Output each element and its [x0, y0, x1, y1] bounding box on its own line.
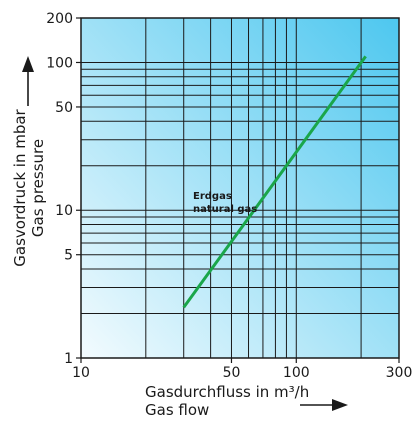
plot-border: [80, 17, 400, 359]
x-tick-label: 300: [386, 365, 413, 381]
y-tick-label: 5: [64, 248, 73, 264]
x-axis-ticks: 10 50 100 300: [72, 358, 412, 381]
x-tick-label: 10: [72, 365, 90, 381]
y-tick-label: 50: [55, 100, 73, 116]
y-axis-ticks: 1 5 10 50 100 200: [46, 11, 81, 367]
y-tick-label: 100: [46, 55, 73, 71]
x-tick-label: 100: [283, 365, 310, 381]
y-tick-label: 1: [64, 351, 73, 367]
y-tick-label: 10: [55, 203, 73, 219]
x-axis-arrow: [300, 399, 348, 411]
y-axis-title-line1: Gasvordruck in mbar: [11, 108, 29, 266]
grid: [80, 17, 400, 359]
plot-area: [81, 18, 399, 358]
series-label-line1: Erdgas: [193, 191, 232, 202]
y-tick-label: 200: [46, 11, 73, 27]
series-label-line2: natural gas: [193, 204, 257, 215]
series: [182, 55, 367, 309]
x-tick-label: 50: [223, 365, 241, 381]
y-axis-arrow: [22, 56, 34, 106]
y-axis-title-line2: Gas pressure: [29, 139, 47, 237]
x-axis-title-line2: Gas flow: [145, 401, 209, 419]
x-axis-title-line1: Gasdurchfluss in m³/h: [145, 383, 309, 401]
series-line-natural-gas: [182, 55, 367, 309]
y-axis-title: Gasvordruck in mbar Gas pressure: [11, 108, 47, 266]
